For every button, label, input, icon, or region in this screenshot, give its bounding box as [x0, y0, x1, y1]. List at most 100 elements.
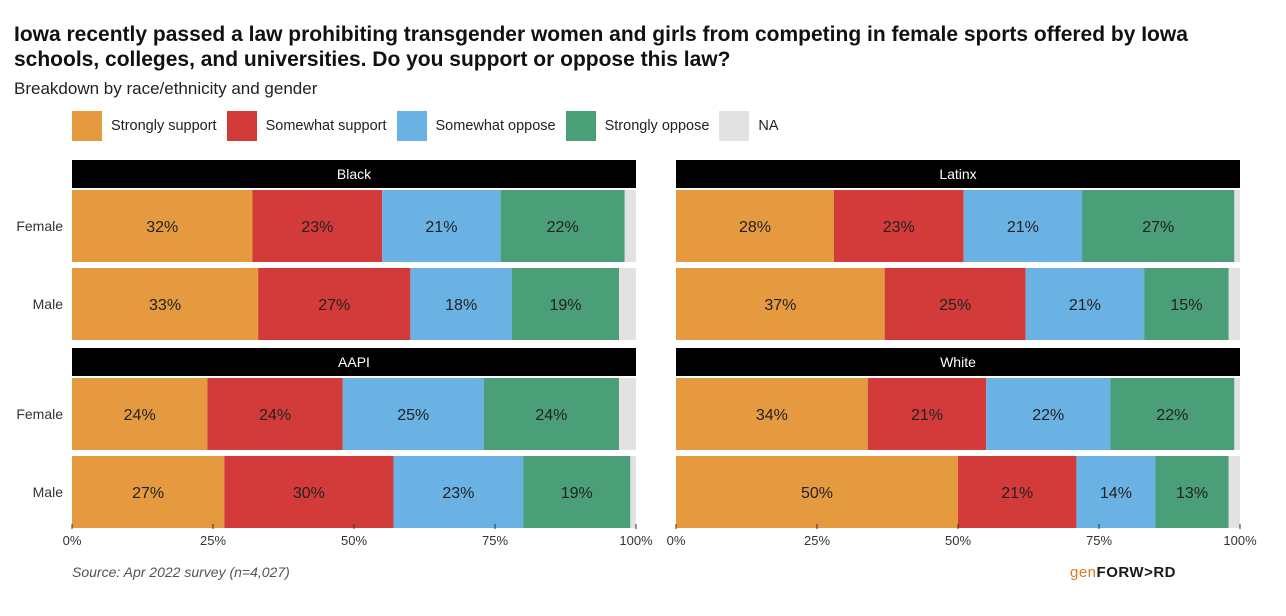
data-label: 13%	[1176, 485, 1208, 502]
bar-segment	[224, 456, 394, 528]
data-label: 24%	[124, 407, 156, 424]
data-label: 15%	[1170, 297, 1202, 314]
x-tick-label: 25%	[804, 533, 830, 548]
bar-segment	[500, 190, 625, 262]
bar-segment	[72, 378, 208, 450]
legend-item-somewhat-oppose: Somewhat oppose	[396, 111, 556, 141]
row-label: Male	[33, 296, 64, 312]
data-label: 23%	[442, 485, 474, 502]
legend-item-somewhat-support: Somewhat support	[226, 111, 387, 141]
bar-segment	[1155, 456, 1229, 528]
data-label: 14%	[1100, 485, 1132, 502]
data-label: 32%	[146, 219, 178, 236]
data-label: 19%	[549, 297, 581, 314]
x-tick-label: 50%	[341, 533, 367, 548]
data-label: 22%	[1156, 407, 1188, 424]
data-label: 24%	[259, 407, 291, 424]
panel-title: Black	[337, 166, 372, 182]
legend-swatch	[72, 111, 102, 141]
legend-label: Strongly oppose	[604, 118, 710, 134]
bar-segment	[676, 456, 958, 528]
legend-label: Strongly support	[111, 118, 217, 134]
bar-segment	[1144, 268, 1229, 340]
x-tick-label: 75%	[1086, 533, 1112, 548]
brand-forward: FORW>RD	[1096, 564, 1177, 581]
panel-title: Latinx	[939, 166, 976, 182]
bar-segment	[511, 268, 620, 340]
bar-segment	[72, 268, 259, 340]
panel-strip	[72, 160, 636, 188]
panel-aapi: AAPI Female 24% 24% 25% 24% Male 27% 30% 23% 19%	[16, 348, 636, 528]
bar-segment	[1082, 190, 1235, 262]
legend-item-na: NA	[719, 111, 779, 141]
bar-segment	[410, 268, 512, 340]
bar-segment	[72, 190, 253, 262]
x-axis: 0% 25% 50% 75% 100%	[667, 524, 1257, 548]
legend-swatch	[396, 111, 427, 141]
bar-segment	[1025, 268, 1145, 340]
bar-segment	[963, 190, 1083, 262]
bar-segment	[619, 378, 636, 450]
panel-latinx: Latinx 28% 23% 21% 27% 37% 25% 21% 15%	[676, 160, 1240, 340]
bar-segment	[342, 378, 484, 450]
legend-swatch	[719, 111, 750, 141]
legend: Strongly support Somewhat support Somewh…	[72, 111, 789, 141]
x-tick-label: 100%	[619, 533, 653, 548]
data-label: 19%	[561, 485, 593, 502]
bar-segment	[676, 268, 885, 340]
data-label: 37%	[764, 297, 796, 314]
bar-segment	[1228, 456, 1240, 528]
bar-segment	[833, 190, 964, 262]
bar-segment	[676, 378, 868, 450]
row-label: Female	[16, 406, 63, 422]
x-tick-label: 0%	[667, 533, 686, 548]
data-label: 50%	[801, 485, 833, 502]
bar-segment	[624, 190, 636, 262]
bar-segment	[523, 456, 631, 528]
chart-subtitle: Breakdown by race/ethnicity and gender	[14, 79, 318, 98]
legend-item-strongly-support: Strongly support	[72, 111, 217, 141]
bar-segment	[1110, 378, 1235, 450]
data-label: 21%	[1007, 219, 1039, 236]
x-tick-label: 50%	[945, 533, 971, 548]
data-label: 21%	[1069, 297, 1101, 314]
bar-segment	[1228, 268, 1240, 340]
legend-label: NA	[758, 118, 779, 134]
legend-swatch	[565, 111, 596, 141]
legend-swatch	[226, 111, 257, 141]
legend-label: Somewhat oppose	[435, 118, 556, 134]
data-label: 34%	[756, 407, 788, 424]
data-label: 21%	[1001, 485, 1033, 502]
source-note: Source: Apr 2022 survey (n=4,027)	[72, 564, 290, 580]
bar-segment	[867, 378, 987, 450]
row-label: Female	[16, 218, 63, 234]
data-label: 25%	[397, 407, 429, 424]
brand-logo: genFORW>RD	[1070, 564, 1176, 581]
data-label: 24%	[535, 407, 567, 424]
legend-item-strongly-oppose: Strongly oppose	[565, 111, 710, 141]
data-label: 27%	[132, 485, 164, 502]
bar-segment	[483, 378, 620, 450]
panel-title: White	[940, 354, 976, 370]
data-label: 18%	[445, 297, 477, 314]
data-label: 22%	[547, 219, 579, 236]
bar-segment	[958, 456, 1077, 528]
data-label: 22%	[1032, 407, 1064, 424]
panel-black: Black Female 32% 23% 21% 22% Male 33% 27% 18% 19%	[16, 160, 636, 340]
row-label: Male	[33, 484, 64, 500]
x-axis: 0% 25% 50% 75% 100%	[63, 524, 653, 548]
bar-segment	[1234, 378, 1240, 450]
data-label: 30%	[293, 485, 325, 502]
bar-segment	[619, 268, 636, 340]
bar-segment	[258, 268, 411, 340]
panel-title: AAPI	[338, 354, 370, 370]
data-label: 21%	[425, 219, 457, 236]
x-tick-label: 75%	[482, 533, 508, 548]
data-label: 27%	[318, 297, 350, 314]
panel-strip	[676, 160, 1240, 188]
bar-segment	[630, 456, 636, 528]
bar-segment	[1234, 190, 1240, 262]
bar-segment	[252, 190, 383, 262]
brand-gen: gen	[1070, 564, 1097, 581]
